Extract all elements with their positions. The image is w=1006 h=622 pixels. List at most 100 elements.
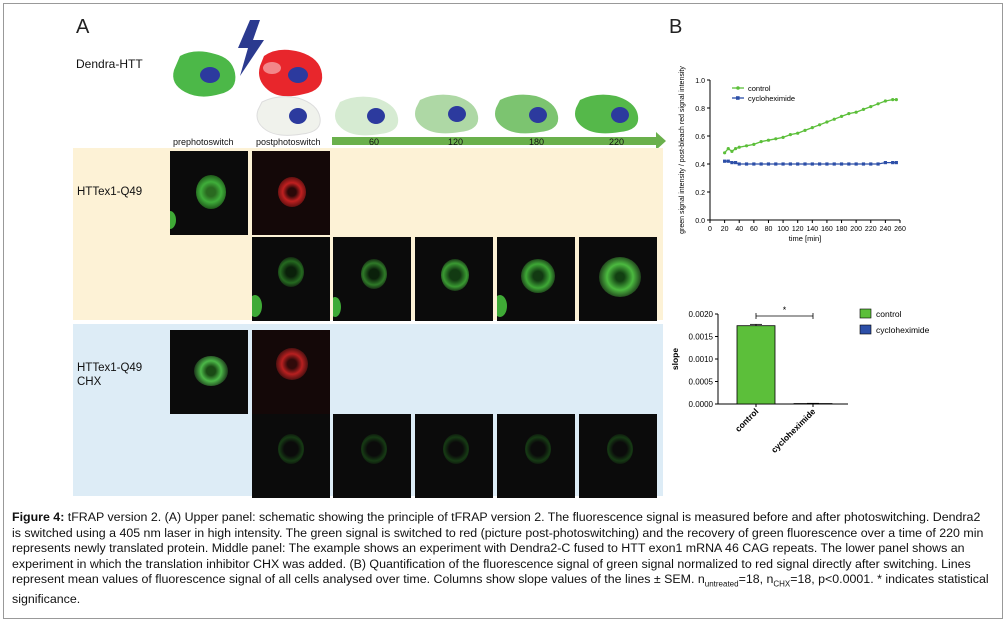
data-point-cycloheximide [726,159,730,163]
micrograph-chx-220 [579,414,657,498]
caption-text-2: =18, n [738,572,774,586]
recovery-cell-60 [335,96,399,136]
data-point-cycloheximide [832,162,836,166]
caption-text-3: =18, p<0.0001. * indicates statistical s… [12,572,989,606]
y-tick-label: 0.0020 [689,310,714,319]
legend-swatch-cycloheximide [859,324,872,335]
data-point-cycloheximide [869,162,873,166]
data-point-control [788,133,792,137]
micrograph-chx-60 [333,414,411,498]
y-axis-label: green signal intensity / post-bleach red… [679,66,686,234]
y-tick-label: 0.4 [695,162,705,169]
time-arrow [332,132,666,150]
data-point-control [861,107,866,111]
data-point-cycloheximide [839,162,844,166]
legend-label-cycloheximide: cycloheximide [748,94,795,103]
recovery-cell-220 [575,94,639,134]
data-point-cycloheximide [766,162,771,166]
micrograph-untreated-pre [170,151,248,235]
data-point-control [774,137,778,141]
data-point-control [876,102,880,106]
faded-cell-schematic [256,96,321,136]
data-point-cycloheximide [759,162,763,166]
col-label-postphotoswitch: postphotoswitch [256,137,321,147]
data-point-control [883,99,887,103]
data-point-control [810,126,814,130]
micrograph-chx-post-green [252,414,330,498]
x-axis-label: time [min] [789,234,822,243]
micrograph-untreated-post-green [252,237,330,321]
micrograph-chx-pre [170,330,248,414]
data-point-control [803,128,807,132]
row-label-chx-line2: CHX [77,376,102,388]
data-point-control [847,112,851,116]
data-point-control [726,147,730,151]
data-point-cycloheximide [883,161,887,165]
x-tick-label: 120 [792,226,804,233]
col-label-180: 180 [529,137,545,147]
data-point-control [796,131,800,135]
data-point-control [832,117,836,121]
data-point-cycloheximide [796,162,800,166]
micrograph-untreated-60 [333,237,411,321]
y-tick-label: 0.0015 [689,333,714,342]
figure-frame [3,3,1003,619]
legend-marker-control [736,86,740,90]
legend-marker-cycloheximide [736,96,740,100]
data-point-cycloheximide [861,162,866,166]
significance-marker: * [783,305,787,315]
data-point-control [839,114,844,118]
y-tick-label: 0.0010 [689,355,714,364]
red-cell-schematic [259,49,323,97]
data-point-cycloheximide [774,162,778,166]
construct-label: Dendra-HTT [76,57,143,71]
x-tick-label: 200 [850,226,862,233]
data-point-cycloheximide [876,162,880,166]
figure-caption: Figure 4: tFRAP version 2. (A) Upper pan… [12,510,992,607]
micrograph-chx-post [252,330,330,414]
data-point-cycloheximide [803,162,807,166]
caption-text-1: tFRAP version 2. (A) Upper panel: schema… [12,510,984,586]
micrograph-chx-120 [415,414,493,498]
data-point-control [781,135,785,139]
x-tick-label: 260 [894,226,906,233]
data-point-control [869,105,873,109]
x-tick-label-cycloheximide: cycloheximide [769,406,818,455]
micrograph-untreated-120 [415,237,493,321]
bar-chart: 0.0000 0.0005 0.0010 0.0015 0.0020 slope contr… [670,305,930,455]
data-point-cycloheximide [854,162,858,166]
col-label-120: 120 [448,137,464,147]
y-axis-label: slope [670,348,680,370]
micrograph-untreated-180 [497,237,575,321]
y-tick-label: 0.2 [695,190,705,197]
row-label-chx-line1: HTTex1-Q49 [77,362,143,374]
x-tick-label: 40 [735,226,743,233]
y-tick-label: 0.8 [695,106,705,113]
line-chart: 0.0 0.2 0.4 0.6 0.8 1.0 0 20 40 60 80 100 120 140 160 1… [679,66,906,243]
col-label-60: 60 [369,137,380,147]
data-point-control [891,98,895,102]
lightning-bolt-icon [238,20,264,76]
micrograph-chx-180 [497,414,575,498]
data-point-cycloheximide [752,162,756,166]
data-point-cycloheximide [788,162,792,166]
x-tick-label: 160 [821,226,833,233]
schematic [173,20,666,150]
y-tick-label: 0.6 [695,134,705,141]
panel-b-letter: B [669,16,683,38]
x-tick-label: 0 [708,226,712,233]
y-tick-label: 1.0 [695,78,705,85]
caption-sub-untreated: untreated [704,579,739,589]
data-point-control [818,123,822,127]
recovery-cell-120 [415,94,479,134]
data-point-cycloheximide [894,161,898,165]
data-point-control [737,145,741,149]
x-tick-label: 220 [865,226,877,233]
row-label-untreated: HTTex1-Q49 [77,186,143,198]
data-point-cycloheximide [891,161,895,165]
data-point-control [752,142,756,146]
data-point-control [854,110,858,114]
x-tick-label: 20 [721,226,729,233]
data-point-cycloheximide [737,162,741,166]
y-tick-label: 0.0 [695,218,705,225]
